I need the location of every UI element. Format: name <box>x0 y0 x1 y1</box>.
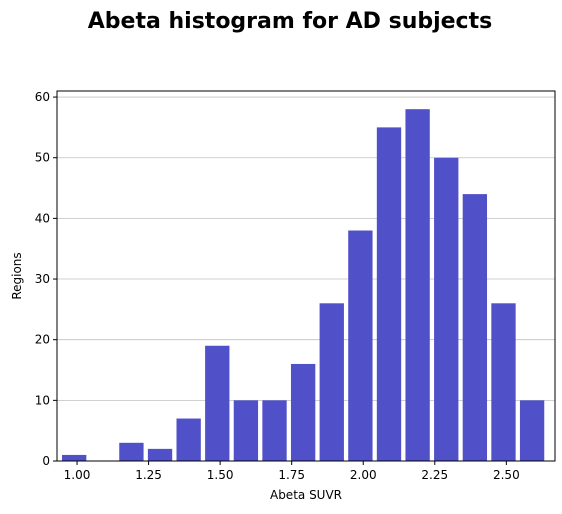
x-tick-label: 1.00 <box>64 468 91 482</box>
histogram-bar <box>147 448 173 461</box>
histogram-bar <box>519 400 545 461</box>
y-tick-label: 30 <box>35 272 50 286</box>
histogram-bar <box>319 303 344 461</box>
x-tick-label: 1.25 <box>135 468 162 482</box>
chart-title: Abeta histogram for AD subjects <box>88 9 492 34</box>
x-axis-ticks: 1.00 1.25 1.50 1.75 2.00 2.25 2.50 <box>64 461 520 482</box>
y-tick-label: 50 <box>35 151 50 165</box>
histogram-bar <box>376 127 402 462</box>
x-axis-label: Abeta SUVR <box>270 488 342 502</box>
histogram-bar <box>405 109 430 462</box>
y-tick-label: 40 <box>35 211 50 225</box>
histogram-bar <box>205 345 230 461</box>
bars <box>62 109 545 462</box>
histogram-bar <box>348 230 373 461</box>
histogram-bar <box>119 442 144 461</box>
histogram-bar <box>233 400 259 461</box>
x-tick-label: 2.00 <box>350 468 377 482</box>
x-tick-label: 1.50 <box>207 468 234 482</box>
y-tick-label: 20 <box>35 333 50 347</box>
plot-frame <box>56 90 556 462</box>
histogram-bar <box>462 194 488 462</box>
x-tick-label: 2.25 <box>421 468 448 482</box>
y-axis-ticks: 0 10 20 30 40 50 60 <box>35 90 57 468</box>
histogram-bar <box>434 157 459 461</box>
histogram-bar <box>491 303 516 461</box>
histogram-bar <box>262 400 287 461</box>
histogram-bar <box>62 454 87 461</box>
y-axis-label: Regions <box>10 252 24 299</box>
y-tick-label: 0 <box>42 454 50 468</box>
y-tick-label: 60 <box>35 90 50 104</box>
histogram-bar <box>176 418 201 461</box>
histogram-bar <box>290 363 316 461</box>
y-tick-label: 10 <box>35 393 50 407</box>
x-tick-label: 2.50 <box>493 468 520 482</box>
x-tick-label: 1.75 <box>278 468 305 482</box>
